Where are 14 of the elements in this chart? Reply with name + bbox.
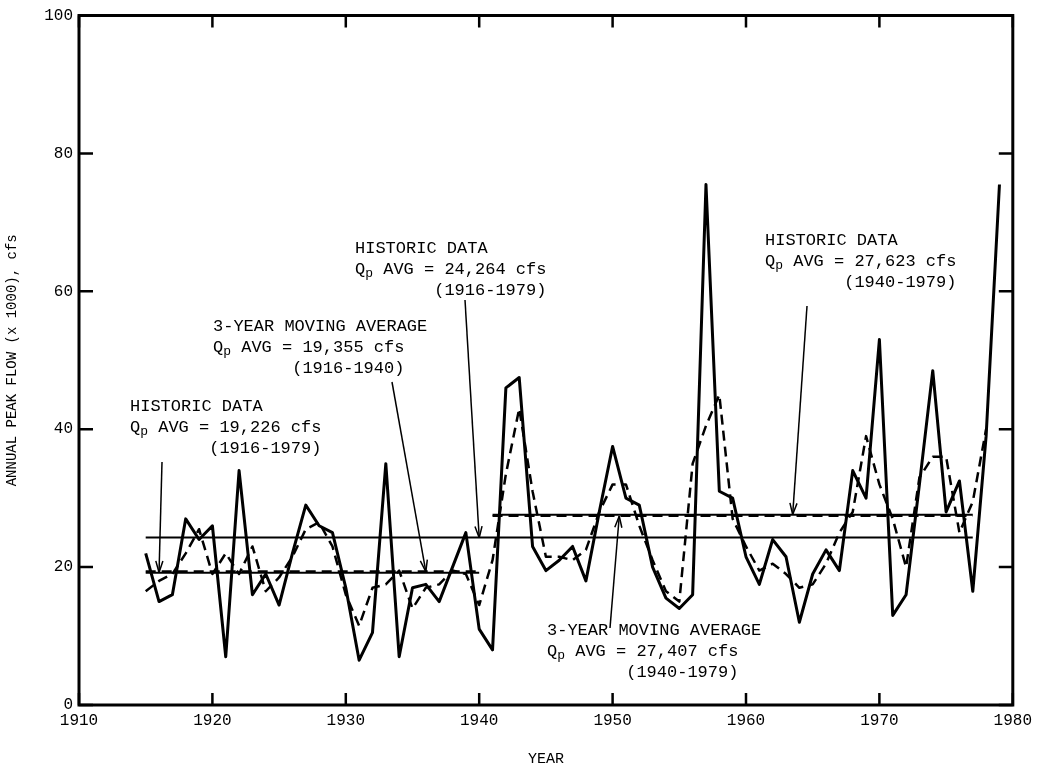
x-tick-label: 1930	[326, 711, 365, 730]
x-tick-label: 1950	[593, 711, 632, 730]
y-tick-label: 60	[53, 282, 73, 301]
y-axis-title: ANNUAL PEAK FLOW (x 1000), cfs	[4, 234, 21, 487]
y-tick-label: 40	[53, 420, 73, 439]
y-tick-label: 100	[44, 6, 73, 25]
x-tick-label: 1920	[193, 711, 232, 730]
x-tick-label: 1940	[460, 711, 499, 730]
x-tick-label: 1980	[993, 711, 1032, 730]
y-tick-label: 80	[53, 144, 73, 163]
x-axis-title: YEAR	[527, 750, 564, 768]
y-tick-label: 20	[53, 558, 73, 577]
x-tick-label: 1970	[860, 711, 899, 730]
x-tick-label: 1960	[726, 711, 766, 730]
